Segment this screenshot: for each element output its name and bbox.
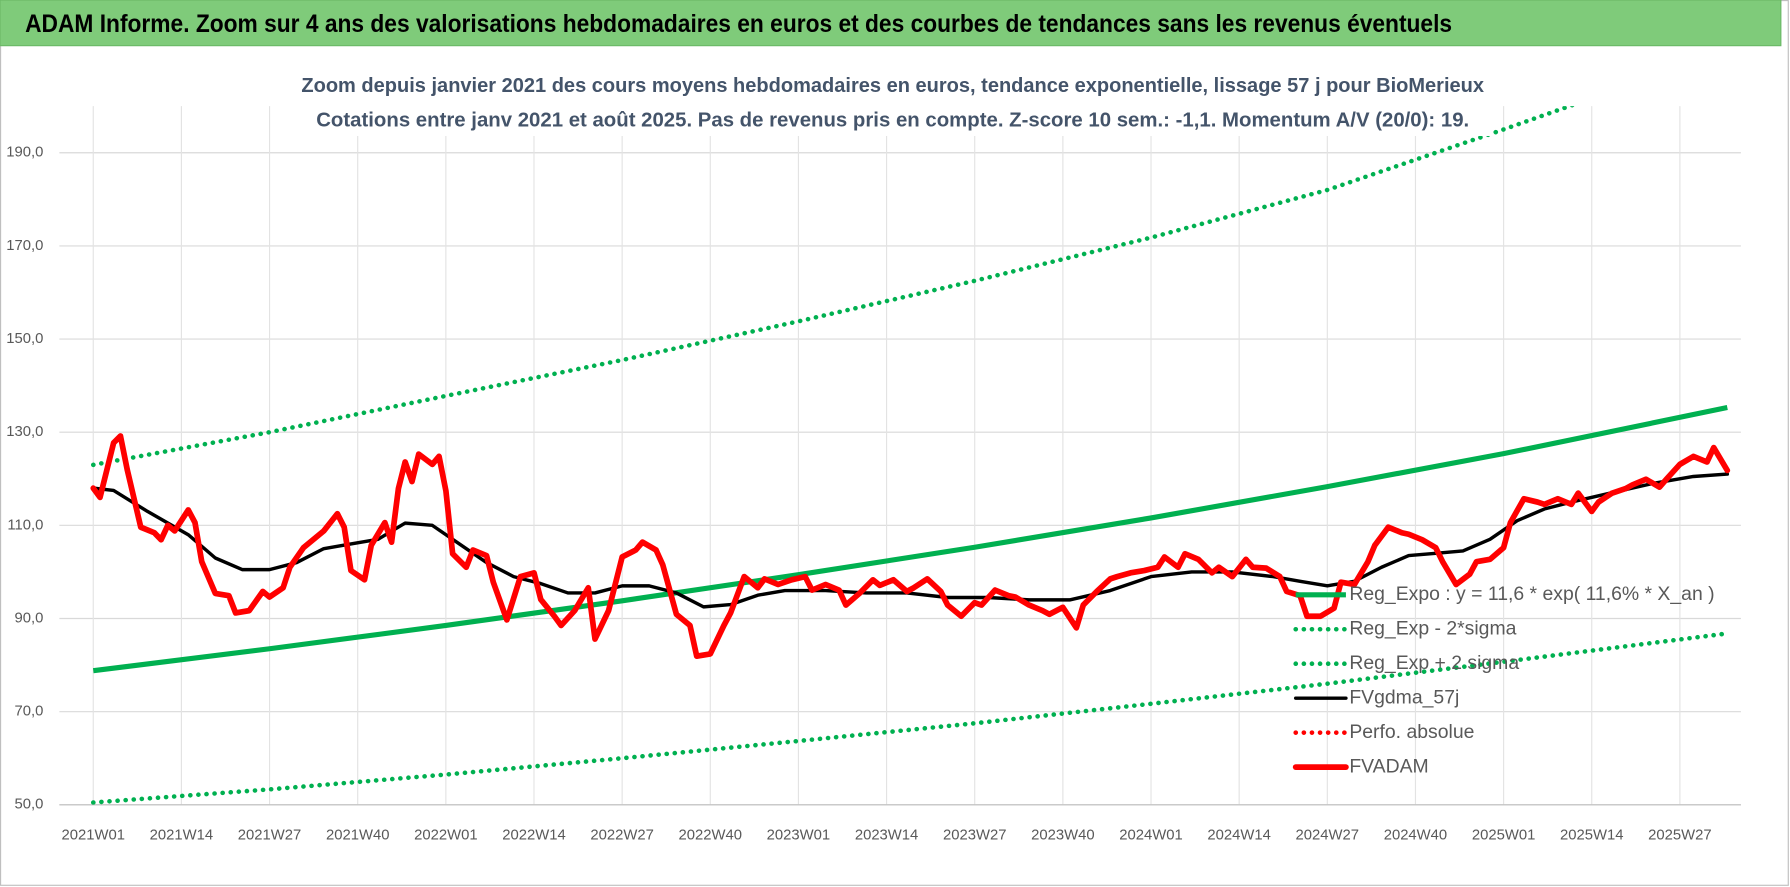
series-line: [92, 405, 1728, 674]
x-tick-label: 2021W27: [238, 828, 301, 844]
x-tick-label: 2021W14: [150, 828, 213, 844]
y-tick-label: 50,0: [15, 797, 44, 813]
x-tick-label: 2024W40: [1384, 828, 1447, 844]
x-tick-label: 2022W01: [414, 828, 477, 844]
x-tick-label: 2024W01: [1119, 828, 1182, 844]
x-tick-label: 2025W01: [1472, 828, 1535, 844]
x-tick-label: 2022W40: [679, 828, 742, 844]
y-tick-label: 170,0: [6, 238, 43, 254]
x-tick-label: 2025W27: [1648, 828, 1711, 844]
y-tick-label: 110,0: [7, 517, 43, 533]
series-line: [91, 472, 1730, 609]
x-tick-label: 2021W01: [62, 828, 125, 844]
x-tick-label: 2023W40: [1031, 828, 1094, 844]
legend-label: Reg_Exp - 2*sigma: [1349, 617, 1516, 639]
legend-label: Perfo. absolue: [1349, 721, 1474, 743]
title-background: [294, 69, 1492, 136]
x-tick-label: 2023W14: [855, 828, 918, 844]
chart-title: Zoom depuis janvier 2021 des cours moyen…: [301, 74, 1484, 97]
titles: Zoom depuis janvier 2021 des cours moyen…: [294, 69, 1492, 136]
plot-lines: [90, 106, 1731, 805]
x-tick-label: 2022W27: [590, 828, 653, 844]
legend-label: FVADAM: [1349, 755, 1428, 777]
y-tick-label: 90,0: [15, 610, 44, 626]
x-tick-label: 2023W01: [767, 828, 830, 844]
y-tick-label: 130,0: [6, 424, 43, 440]
x-tick-label: 2024W27: [1296, 828, 1359, 844]
y-tick-label: 150,0: [6, 331, 43, 347]
legend-label: Reg_Exp + 2 sigma: [1349, 652, 1519, 674]
x-tick-label: 2022W14: [502, 828, 565, 844]
series-line: [90, 106, 1577, 468]
legend-label: FVgdma_57j: [1349, 686, 1459, 708]
legend: Reg_Expo : y = 11,6 * exp( 11,6% * X_an …: [1292, 583, 1715, 777]
series-line: [90, 433, 1731, 660]
series-line: [90, 631, 1730, 805]
x-tick-label: 2021W40: [326, 828, 389, 844]
x-tick-label: 2023W27: [943, 828, 1006, 844]
x-tick-label: 2025W14: [1560, 828, 1623, 844]
legend-label: Reg_Expo : y = 11,6 * exp( 11,6% * X_an …: [1349, 583, 1714, 605]
chart-subtitle: Cotations entre janv 2021 et août 2025. …: [316, 108, 1469, 131]
y-tick-label: 190,0: [6, 145, 43, 161]
header-title: ADAM Informe. Zoom sur 4 ans des valoris…: [25, 10, 1452, 38]
x-tick-label: 2024W14: [1207, 828, 1270, 844]
header-bar: [0, 0, 1782, 47]
y-tick-label: 70,0: [15, 704, 44, 720]
